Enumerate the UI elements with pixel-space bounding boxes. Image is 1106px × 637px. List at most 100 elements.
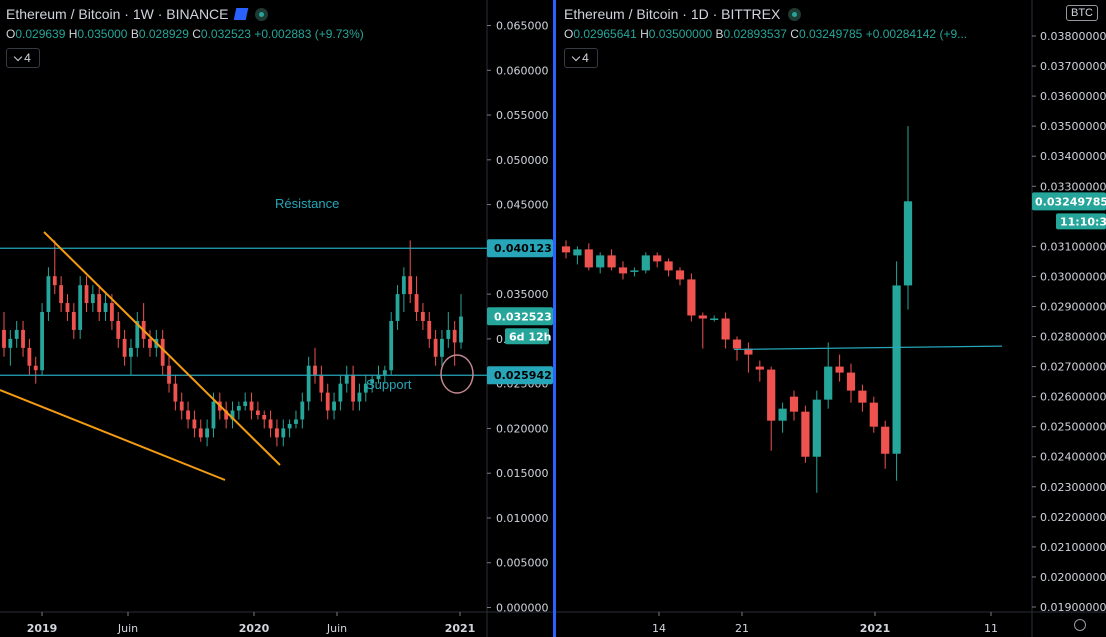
candle-body[interactable] xyxy=(395,294,400,321)
highlight-circle[interactable] xyxy=(440,354,474,394)
candle-body[interactable] xyxy=(710,318,719,320)
candle-body[interactable] xyxy=(224,410,229,420)
candle-body[interactable] xyxy=(641,255,650,271)
candle-body[interactable] xyxy=(268,419,273,429)
candle-body[interactable] xyxy=(262,414,267,420)
candle-body[interactable] xyxy=(275,428,279,438)
candle-body[interactable] xyxy=(351,374,356,402)
right-chart-pane[interactable]: 0.03800000 0.03700000 0.03600000 0.03500000… xyxy=(556,0,1106,637)
candle-body[interactable] xyxy=(281,428,286,438)
candle-body[interactable] xyxy=(382,370,387,375)
candle-body[interactable] xyxy=(414,294,419,313)
left-indicator-toggle-button[interactable]: 4 xyxy=(6,48,40,68)
candle-body[interactable] xyxy=(103,303,108,313)
left-chart-canvas[interactable]: 0.065000 0.060000 0.055000 0.050000 0.045000… xyxy=(0,0,553,637)
flag-icon[interactable] xyxy=(233,8,248,20)
candle-body[interactable] xyxy=(698,315,707,319)
candle-body[interactable] xyxy=(198,428,203,438)
candle-body[interactable] xyxy=(618,267,628,274)
candle-body[interactable] xyxy=(186,410,190,420)
candle-body[interactable] xyxy=(173,383,178,402)
candle-body[interactable] xyxy=(389,320,394,371)
candle-body[interactable] xyxy=(27,347,32,366)
candle-body[interactable] xyxy=(116,320,121,339)
candle-body[interactable] xyxy=(721,318,730,340)
candle-body[interactable] xyxy=(687,279,696,316)
candle-body[interactable] xyxy=(160,338,165,366)
candle-body[interactable] xyxy=(236,406,241,411)
candle-body[interactable] xyxy=(211,401,216,429)
candle-body[interactable] xyxy=(446,329,451,339)
candle-body[interactable] xyxy=(755,366,764,370)
candle-body[interactable] xyxy=(370,379,375,384)
candle-body[interactable] xyxy=(824,366,833,400)
candle-body[interactable] xyxy=(344,374,349,384)
candle-body[interactable] xyxy=(59,285,64,304)
candle-body[interactable] xyxy=(363,383,368,393)
candle-body[interactable] xyxy=(744,348,753,355)
candle-body[interactable] xyxy=(255,410,260,415)
candle-body[interactable] xyxy=(903,201,913,286)
candle-body[interactable] xyxy=(778,408,787,421)
right-chart-canvas[interactable]: 0.03800000 0.03700000 0.03600000 0.03500000… xyxy=(556,0,1106,637)
candle-body[interactable] xyxy=(767,369,776,421)
candle-body[interactable] xyxy=(65,303,70,313)
candle-body[interactable] xyxy=(835,366,844,373)
candle-body[interactable] xyxy=(287,423,292,429)
candle-body[interactable] xyxy=(46,276,51,313)
candle-body[interactable] xyxy=(846,372,856,391)
candle-body[interactable] xyxy=(109,303,114,321)
candle-body[interactable] xyxy=(8,338,13,348)
candle-body[interactable] xyxy=(205,428,210,438)
candle-body[interactable] xyxy=(427,320,432,339)
candle-body[interactable] xyxy=(858,390,867,403)
candle-body[interactable] xyxy=(21,329,25,348)
candle-body[interactable] xyxy=(2,329,6,348)
candle-body[interactable] xyxy=(573,249,582,256)
candle-body[interactable] xyxy=(675,270,685,280)
candle-body[interactable] xyxy=(319,374,324,393)
gear-icon[interactable] xyxy=(1074,619,1086,631)
candle-body[interactable] xyxy=(732,339,742,349)
candle-body[interactable] xyxy=(243,401,248,407)
candle-body[interactable] xyxy=(135,320,140,348)
candle-body[interactable] xyxy=(440,338,444,357)
candle-body[interactable] xyxy=(306,365,311,402)
candle-body[interactable] xyxy=(294,419,298,424)
candle-body[interactable] xyxy=(129,347,133,357)
candle-body[interactable] xyxy=(584,249,593,268)
candle-body[interactable] xyxy=(325,392,330,411)
candle-body[interactable] xyxy=(84,285,89,304)
downtrend-line-lower[interactable] xyxy=(0,389,226,481)
candle-body[interactable] xyxy=(122,338,127,357)
candle-body[interactable] xyxy=(892,285,901,454)
candle-body[interactable] xyxy=(338,383,343,402)
candle-body[interactable] xyxy=(148,338,152,348)
candle-body[interactable] xyxy=(653,255,662,262)
currency-button[interactable]: BTC xyxy=(1066,5,1098,21)
resistance-annotation[interactable]: Résistance xyxy=(275,196,339,211)
candle-body[interactable] xyxy=(52,276,57,286)
candle-body[interactable] xyxy=(452,329,457,343)
candle-body[interactable] xyxy=(664,261,673,271)
candle-body[interactable] xyxy=(90,294,95,304)
candle-body[interactable] xyxy=(459,316,463,343)
candle-body[interactable] xyxy=(376,374,381,380)
left-chart-pane[interactable]: 0.065000 0.060000 0.055000 0.050000 0.045000… xyxy=(0,0,553,637)
trend-line[interactable] xyxy=(733,345,1003,351)
candle-body[interactable] xyxy=(596,255,605,268)
candle-body[interactable] xyxy=(408,276,413,295)
candle-body[interactable] xyxy=(881,426,890,454)
candle-body[interactable] xyxy=(869,402,878,427)
candle-body[interactable] xyxy=(230,410,235,420)
pane-divider[interactable] xyxy=(553,0,556,637)
candle-body[interactable] xyxy=(71,312,76,330)
candle-body[interactable] xyxy=(40,312,44,371)
candle-body[interactable] xyxy=(630,270,639,272)
downtrend-line-upper[interactable] xyxy=(43,231,281,466)
candle-body[interactable] xyxy=(561,246,571,253)
candle-body[interactable] xyxy=(812,399,821,457)
candle-body[interactable] xyxy=(78,285,83,330)
candle-body[interactable] xyxy=(192,419,197,429)
candle-body[interactable] xyxy=(313,365,317,375)
